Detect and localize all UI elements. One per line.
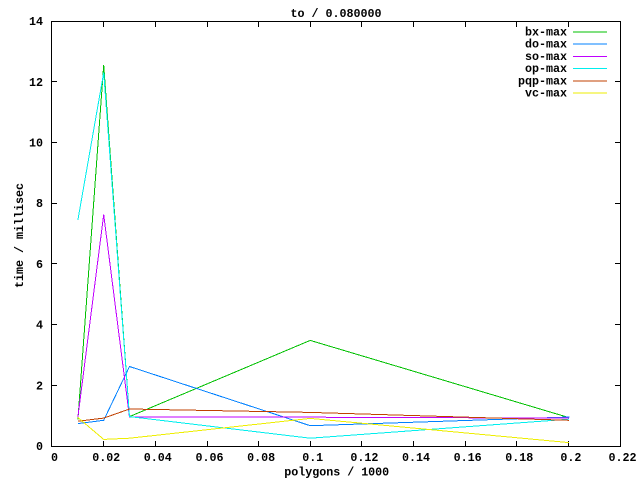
svg-text:0.12: 0.12 <box>350 451 378 465</box>
svg-text:time / millisec: time / millisec <box>13 183 27 288</box>
svg-text:0: 0 <box>36 440 43 454</box>
svg-text:0.14: 0.14 <box>402 451 430 465</box>
svg-text:10: 10 <box>29 137 43 151</box>
svg-text:0.08: 0.08 <box>247 451 275 465</box>
svg-text:0.06: 0.06 <box>196 451 224 465</box>
svg-text:vc-max: vc-max <box>525 87 567 101</box>
svg-text:0.2: 0.2 <box>560 451 581 465</box>
svg-text:6: 6 <box>36 258 43 272</box>
svg-text:4: 4 <box>36 319 43 333</box>
svg-text:0.1: 0.1 <box>302 451 323 465</box>
svg-text:14: 14 <box>29 15 43 29</box>
svg-text:to / 0.080000: to / 0.080000 <box>291 7 382 21</box>
svg-text:0.04: 0.04 <box>144 451 172 465</box>
svg-text:0.16: 0.16 <box>454 451 482 465</box>
svg-text:2: 2 <box>36 379 43 393</box>
svg-text:bx-max: bx-max <box>525 26 567 40</box>
svg-text:0: 0 <box>51 451 58 465</box>
svg-text:0.02: 0.02 <box>92 451 120 465</box>
svg-text:do-max: do-max <box>525 38 567 52</box>
svg-text:polygons / 1000: polygons / 1000 <box>284 466 389 480</box>
svg-text:pqp-max: pqp-max <box>518 74 567 88</box>
svg-text:0.22: 0.22 <box>609 451 637 465</box>
svg-text:so-max: so-max <box>525 50 567 64</box>
svg-text:0.18: 0.18 <box>505 451 533 465</box>
svg-text:op-max: op-max <box>525 62 567 76</box>
svg-text:12: 12 <box>29 76 43 90</box>
svg-text:8: 8 <box>36 197 43 211</box>
